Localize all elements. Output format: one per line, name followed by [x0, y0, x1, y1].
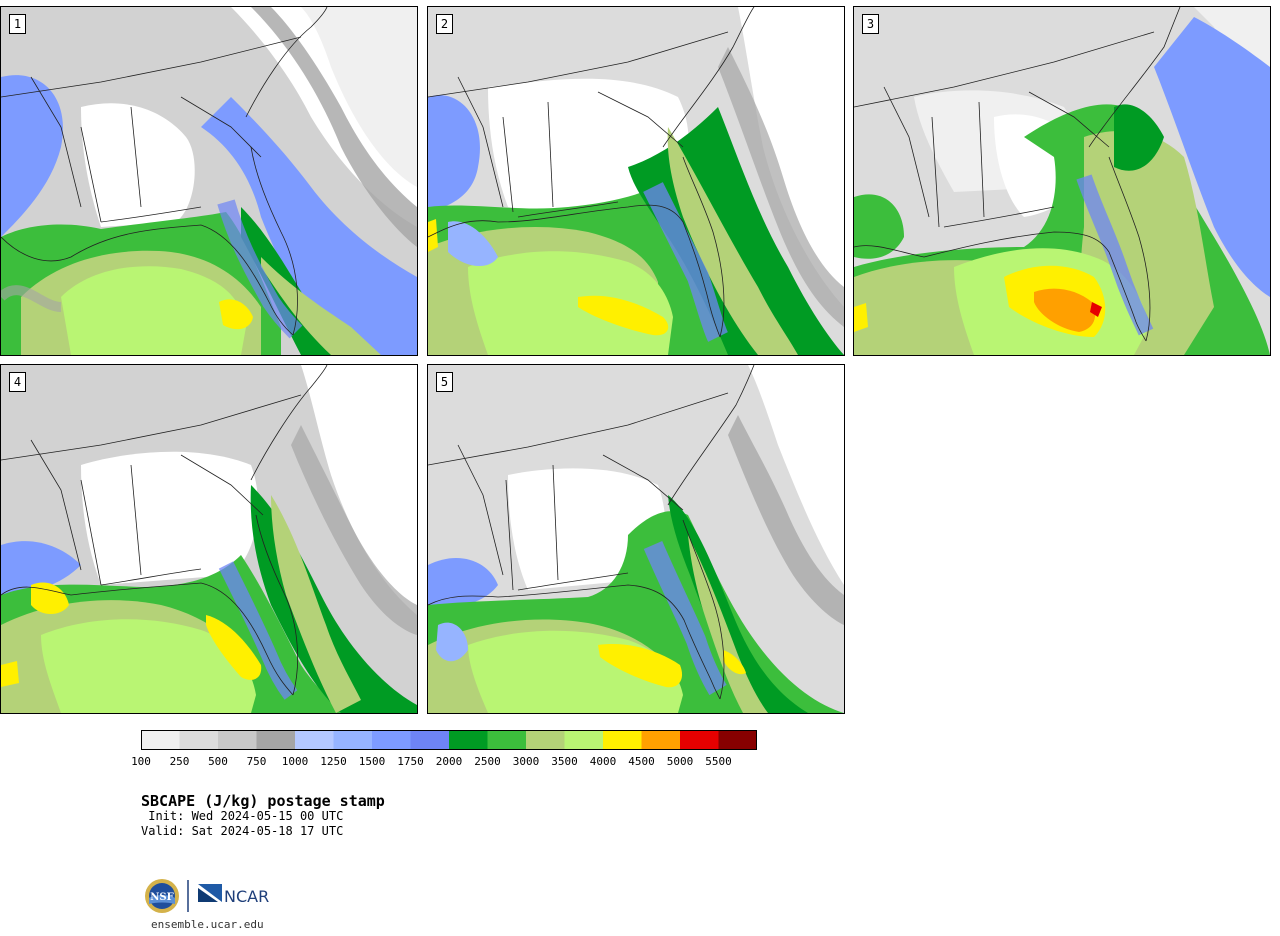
- sbcape-map-3: [854, 7, 1270, 355]
- map-panel-1: 1: [0, 6, 418, 356]
- colorbar-swatch: [410, 730, 450, 750]
- colorbar-tick-label: 250: [169, 755, 190, 768]
- colorbar-swatch: [295, 730, 334, 750]
- colorbar-tick-label: 1500: [358, 755, 386, 768]
- colorbar-tick-label: 750: [246, 755, 267, 768]
- map-panel-4: 4: [0, 364, 418, 714]
- colorbar-tick-label: 5500: [705, 755, 732, 768]
- site-url: ensemble.ucar.edu: [151, 918, 264, 931]
- colorbar-swatch: [526, 730, 565, 750]
- panel-number-1: 1: [9, 14, 26, 34]
- panel-number-5: 5: [436, 372, 453, 392]
- colorbar-tick-label: 2000: [435, 755, 463, 768]
- map-panel-3: 3: [853, 6, 1271, 356]
- panel-number-2: 2: [436, 14, 453, 34]
- colorbar-tick-label: 1750: [397, 755, 424, 768]
- colorbar-swatch: [680, 730, 719, 750]
- panel-number-3: 3: [862, 14, 879, 34]
- colorbar-swatch: [333, 730, 373, 750]
- colorbar: [141, 730, 757, 750]
- colorbar-tick-label: 3000: [512, 755, 540, 768]
- colorbar-swatch: [718, 730, 757, 750]
- colorbar-tick-label: 2500: [474, 755, 501, 768]
- svg-text:NCAR: NCAR: [224, 887, 269, 906]
- colorbar-swatch: [218, 730, 257, 750]
- colorbar-swatch: [564, 730, 604, 750]
- nsf-ncar-logos: NSF NCAR: [145, 879, 269, 913]
- colorbar-swatch: [256, 730, 296, 750]
- colorbar-swatch: [449, 730, 488, 750]
- colorbar-swatch: [603, 730, 642, 750]
- colorbar-swatch: [141, 730, 180, 750]
- colorbar-tick-label: 4500: [628, 755, 655, 768]
- colorbar-tick-label: 100: [131, 755, 151, 768]
- plot-title: SBCAPE (J/kg) postage stamp: [141, 792, 385, 810]
- svg-text:NSF: NSF: [150, 892, 173, 903]
- panel-number-4: 4: [9, 372, 26, 392]
- colorbar-tick-label: 1250: [320, 755, 347, 768]
- colorbar-swatch: [179, 730, 219, 750]
- sbcape-map-2: [428, 7, 844, 355]
- map-panel-2: 2: [427, 6, 845, 356]
- colorbar-tick-label: 4000: [589, 755, 617, 768]
- colorbar-swatch: [372, 730, 411, 750]
- ncar-logo-icon: NCAR: [198, 884, 269, 906]
- colorbar-tick-label: 5000: [666, 755, 694, 768]
- colorbar-tick-label: 3500: [551, 755, 578, 768]
- sbcape-map-5: [428, 365, 844, 713]
- colorbar-tick-labels: 100 250 500 750 1000 1250 1500 1750 2000 2500 3000…: [120, 755, 780, 769]
- valid-time: Valid: Sat 2024-05-18 17 UTC: [141, 824, 344, 838]
- init-time: Init: Wed 2024-05-15 00 UTC: [141, 809, 344, 823]
- colorbar-swatch: [641, 730, 681, 750]
- sbcape-map-4: [1, 365, 417, 713]
- colorbar-swatch: [487, 730, 527, 750]
- nsf-logo-icon: NSF: [145, 879, 179, 913]
- colorbar-tick-label: 1000: [281, 755, 309, 768]
- colorbar-tick-label: 500: [208, 755, 228, 768]
- map-panel-5: 5: [427, 364, 845, 714]
- sbcape-map-1: [1, 7, 417, 355]
